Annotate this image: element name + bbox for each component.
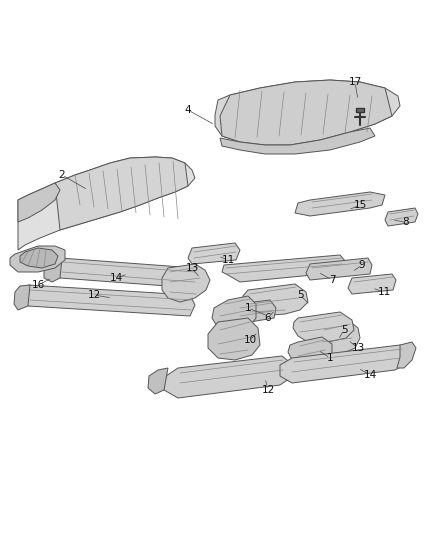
Polygon shape <box>232 300 276 322</box>
Text: 1: 1 <box>327 353 333 363</box>
Text: 16: 16 <box>32 280 45 290</box>
Text: 12: 12 <box>261 385 275 395</box>
Polygon shape <box>220 80 392 145</box>
Text: 17: 17 <box>348 77 362 87</box>
Polygon shape <box>18 183 60 222</box>
Polygon shape <box>163 356 292 398</box>
Polygon shape <box>44 258 62 282</box>
Text: 6: 6 <box>265 313 271 323</box>
Polygon shape <box>212 296 256 332</box>
Polygon shape <box>55 258 198 288</box>
Polygon shape <box>295 192 385 216</box>
Text: 2: 2 <box>59 170 65 180</box>
Polygon shape <box>162 264 210 302</box>
Polygon shape <box>293 312 354 342</box>
Polygon shape <box>188 243 240 264</box>
Polygon shape <box>306 258 372 280</box>
Polygon shape <box>208 318 260 360</box>
Polygon shape <box>222 255 346 282</box>
Polygon shape <box>10 246 65 272</box>
Polygon shape <box>348 274 396 294</box>
Polygon shape <box>356 108 364 112</box>
Polygon shape <box>148 368 168 394</box>
Text: 5: 5 <box>341 325 347 335</box>
Text: 5: 5 <box>297 290 303 300</box>
Polygon shape <box>280 345 408 383</box>
Text: 11: 11 <box>378 287 391 297</box>
Text: 13: 13 <box>351 343 364 353</box>
Text: 8: 8 <box>403 217 410 227</box>
Text: 9: 9 <box>359 260 365 270</box>
Text: 11: 11 <box>221 255 235 265</box>
Text: 13: 13 <box>185 263 198 273</box>
Polygon shape <box>385 208 418 226</box>
Polygon shape <box>242 284 308 316</box>
Polygon shape <box>18 157 195 250</box>
Polygon shape <box>22 285 195 316</box>
Text: 1: 1 <box>245 303 251 313</box>
Polygon shape <box>397 342 416 368</box>
Text: 4: 4 <box>185 105 191 115</box>
Polygon shape <box>55 157 188 230</box>
Polygon shape <box>20 248 58 268</box>
Polygon shape <box>215 80 400 145</box>
Text: 12: 12 <box>87 290 101 300</box>
Text: 7: 7 <box>328 275 336 285</box>
Polygon shape <box>315 320 360 354</box>
Text: 10: 10 <box>244 335 257 345</box>
Text: 14: 14 <box>364 370 377 380</box>
Polygon shape <box>288 337 332 365</box>
Polygon shape <box>14 285 30 310</box>
Text: 14: 14 <box>110 273 123 283</box>
Polygon shape <box>220 128 375 154</box>
Text: 15: 15 <box>353 200 367 210</box>
